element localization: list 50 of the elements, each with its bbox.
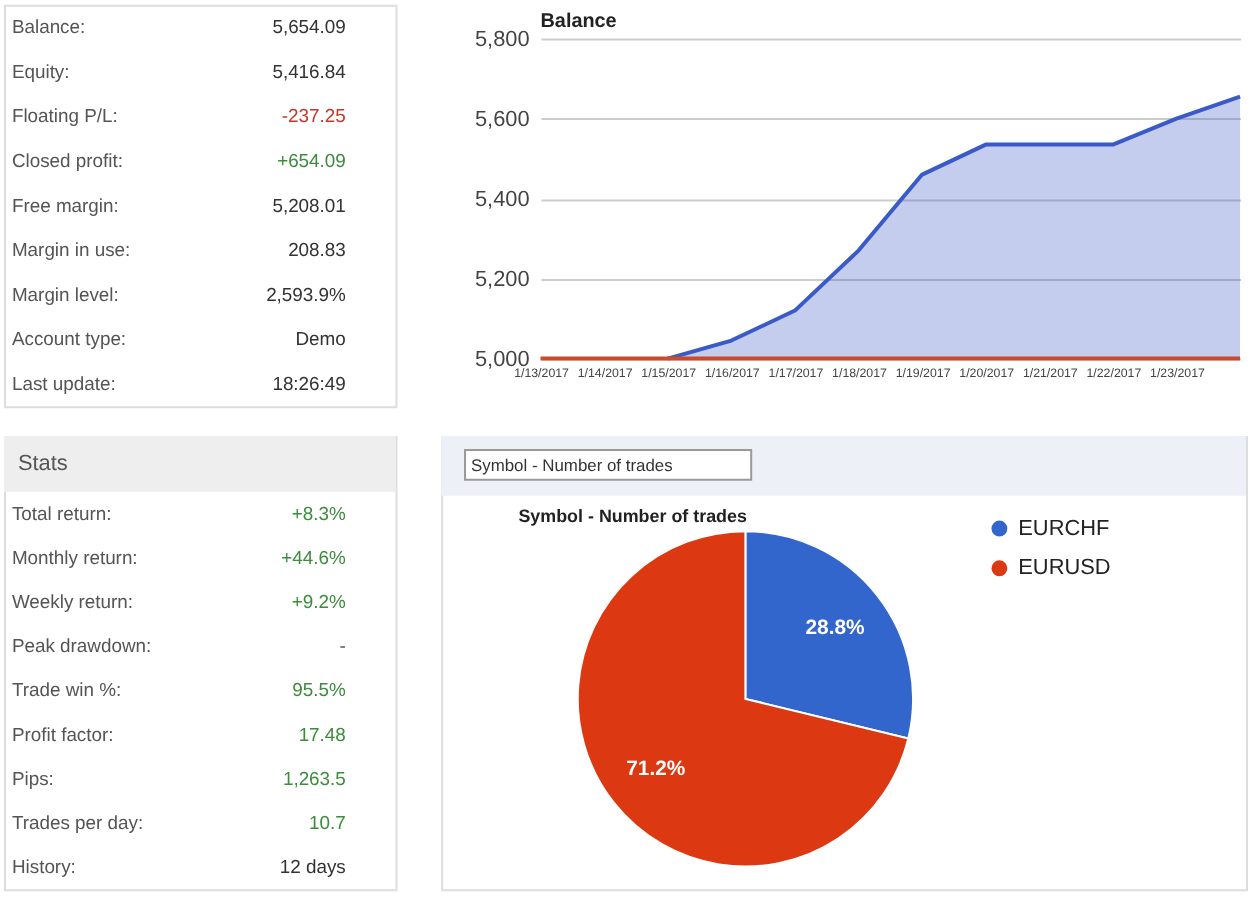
y-tick-label: 5,600 <box>474 107 530 132</box>
text: +44.6% <box>281 545 348 568</box>
text: 5,208.01 <box>272 193 346 216</box>
text: 18:26:49 <box>272 371 346 394</box>
text: 10.7 <box>309 810 346 833</box>
text: Demo <box>295 327 346 350</box>
text: Monthly return: <box>11 545 138 568</box>
text: 12 days <box>279 855 347 878</box>
text: Floating P/L: <box>11 104 118 127</box>
text: 2,593.9% <box>266 282 347 305</box>
text: Pips: <box>11 766 54 789</box>
y-tick-label: 5,400 <box>474 187 530 212</box>
text: +8.3% <box>291 501 348 524</box>
text: Weekly return: <box>11 590 134 613</box>
text: Symbol - Number of trades <box>470 454 673 475</box>
text: History: <box>11 855 76 878</box>
text: Stats <box>17 451 69 476</box>
text: 95.5% <box>292 678 348 701</box>
text: Profit factor: <box>11 722 114 745</box>
y-tick-label: 5,800 <box>474 27 530 52</box>
text: +9.2% <box>291 590 348 613</box>
text: Closed profit: <box>11 148 123 171</box>
text: Total return: <box>11 501 112 524</box>
text: Trade win %: <box>11 678 122 701</box>
text: Balance: <box>11 15 86 38</box>
text: 208.83 <box>288 238 346 261</box>
text: 5,654.09 <box>272 15 346 38</box>
data-label: 71.2% <box>626 759 686 782</box>
pie-slice <box>576 530 910 868</box>
text: -237.25 <box>281 104 346 127</box>
text: 5,416.84 <box>272 59 346 82</box>
text: Peak drawdown: <box>11 634 152 657</box>
text: Account type: <box>11 327 127 350</box>
text: +654.09 <box>277 148 346 171</box>
text: Trades per day: <box>11 810 144 833</box>
text: 17.48 <box>298 722 346 745</box>
text: Free margin: <box>11 193 119 216</box>
text: Margin level: <box>11 282 119 305</box>
y-tick-label: 5,000 <box>474 347 530 372</box>
text: Equity: <box>11 59 70 82</box>
legend-label: EURUSD <box>1018 556 1111 581</box>
chart-title: Balance <box>540 10 618 33</box>
text: Last update: <box>11 371 116 394</box>
data-label: 28.8% <box>805 618 865 641</box>
text: Margin in use: <box>11 238 131 261</box>
legend-label: EURCHF <box>1018 516 1110 541</box>
text: 1,263.5 <box>282 766 346 789</box>
y-tick-label: 5,200 <box>474 267 530 292</box>
chart-title: Symbol - Number of trades <box>518 505 747 526</box>
text: - <box>339 634 346 657</box>
